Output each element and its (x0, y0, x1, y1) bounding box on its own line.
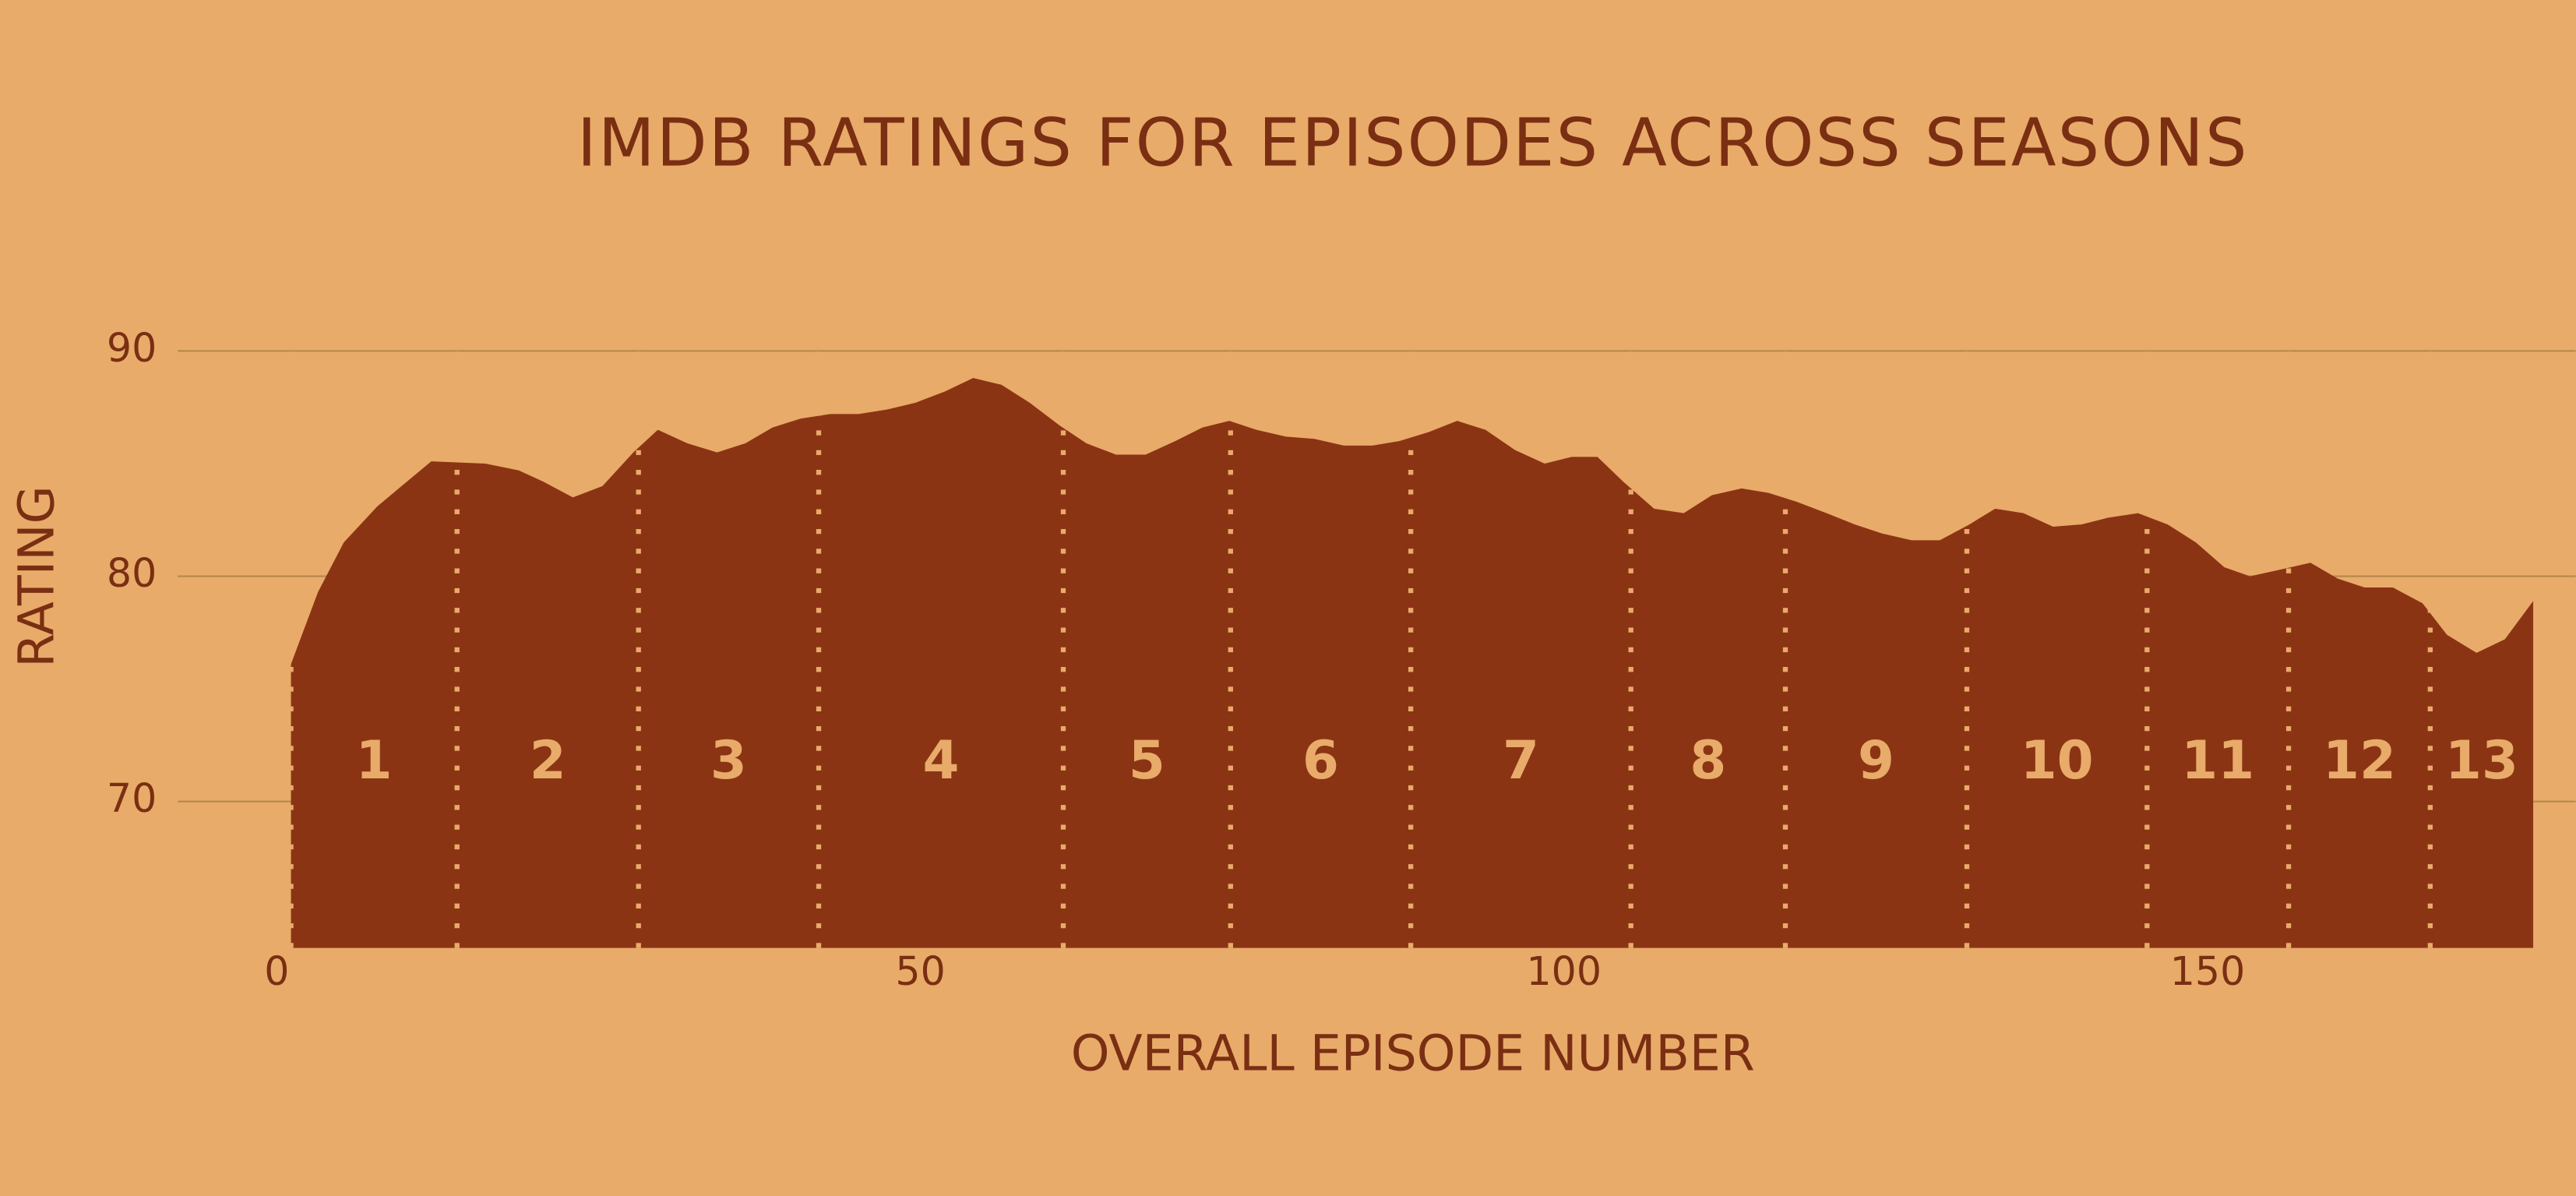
x-tick-label: 0 (264, 948, 289, 994)
y-tick-label: 80 (107, 550, 157, 596)
x-tick-label: 100 (1526, 948, 1602, 994)
season-label: 12 (2323, 729, 2396, 791)
rating-area (291, 378, 2534, 948)
x-axis-label: OVERALL EPISODE NUMBER (1071, 1024, 1755, 1081)
season-label: 7 (1503, 729, 1539, 791)
y-tick-label: 90 (107, 325, 157, 371)
season-label: 9 (1858, 729, 1894, 791)
y-axis-label: RATING (8, 485, 65, 667)
season-label: 10 (2021, 729, 2094, 791)
x-tick-label: 50 (895, 948, 945, 994)
season-label: 2 (530, 729, 566, 791)
season-label: 3 (710, 729, 747, 791)
season-label: 11 (2181, 729, 2254, 791)
season-label: 6 (1302, 729, 1339, 791)
season-label: 13 (2445, 729, 2518, 791)
chart-title: IMDB RATINGS FOR EPISODES ACROSS SEASONS (577, 105, 2249, 182)
season-label: 8 (1690, 729, 1726, 791)
x-tick-label: 150 (2170, 948, 2246, 994)
season-label: 4 (923, 729, 960, 791)
season-label: 5 (1129, 729, 1165, 791)
season-label: 1 (356, 729, 393, 791)
y-tick-label: 70 (107, 775, 157, 821)
